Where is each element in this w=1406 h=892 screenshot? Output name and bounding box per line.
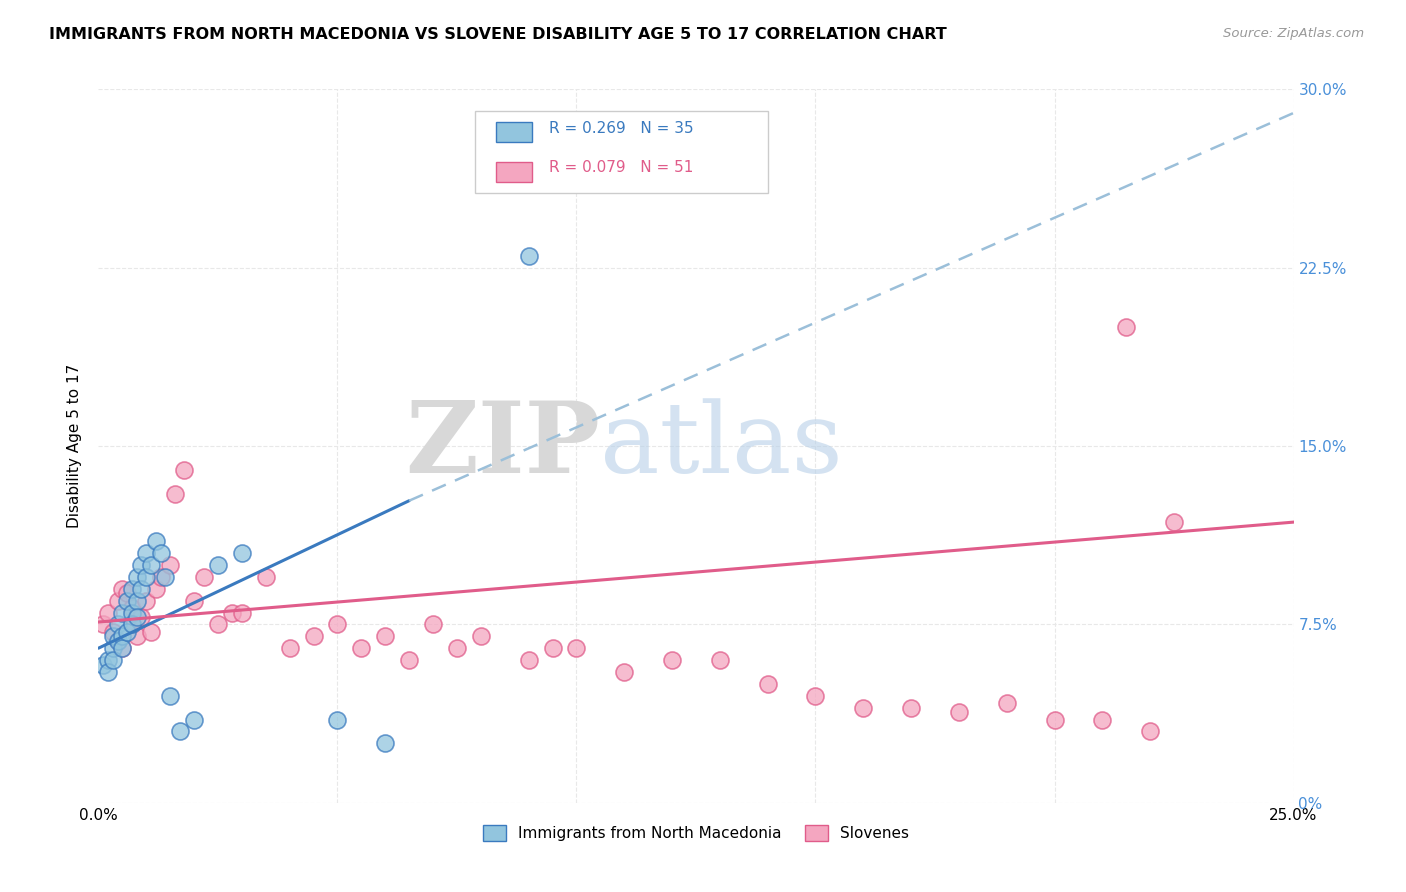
Text: ZIP: ZIP (405, 398, 600, 494)
Point (107, 634, 129, 648)
Point (107, 617, 129, 632)
Point (1043, 713, 1066, 727)
Point (302, 629, 325, 643)
Text: IMMIGRANTS FROM NORTH MACEDONIA VS SLOVENE DISABILITY AGE 5 TO 17 CORRELATION CH: IMMIGRANTS FROM NORTH MACEDONIA VS SLOVE… (49, 27, 948, 42)
Point (125, 570, 148, 584)
Point (97, 606, 120, 620)
Point (183, 593, 205, 607)
Point (101, 641, 124, 656)
Point (1115, 320, 1137, 334)
Y-axis label: Disability Age 5 to 17: Disability Age 5 to 17 (67, 364, 83, 528)
Point (661, 653, 683, 667)
Point (145, 582, 167, 596)
Point (149, 546, 172, 560)
FancyBboxPatch shape (475, 111, 768, 193)
Point (121, 617, 143, 632)
Point (613, 665, 636, 679)
Point (326, 713, 349, 727)
Point (326, 617, 349, 632)
Point (145, 534, 167, 549)
Legend: Immigrants from North Macedonia, Slovenes: Immigrants from North Macedonia, Slovene… (475, 817, 917, 848)
Point (125, 629, 148, 643)
Point (422, 617, 444, 632)
Point (804, 689, 827, 703)
Text: R = 0.079   N = 51: R = 0.079 N = 51 (548, 160, 693, 175)
Point (374, 629, 396, 643)
Point (852, 700, 875, 714)
Point (159, 558, 181, 572)
Point (139, 558, 162, 572)
FancyBboxPatch shape (496, 161, 533, 182)
Text: atlas: atlas (600, 398, 844, 494)
Point (131, 582, 153, 596)
Point (278, 641, 301, 656)
Point (565, 641, 588, 656)
Point (97, 653, 120, 667)
Point (115, 624, 138, 639)
Point (517, 653, 540, 667)
Point (111, 606, 134, 620)
Point (446, 641, 468, 656)
Point (169, 724, 191, 739)
Point (517, 249, 540, 263)
Point (1163, 515, 1185, 529)
Point (995, 696, 1018, 710)
Point (193, 570, 215, 584)
Point (163, 486, 186, 500)
Point (135, 570, 157, 584)
Point (91, 657, 114, 672)
Point (91, 617, 114, 632)
Point (231, 546, 253, 560)
Point (121, 606, 143, 620)
Point (1091, 713, 1114, 727)
Point (131, 610, 153, 624)
Point (470, 629, 492, 643)
Point (709, 653, 731, 667)
Point (111, 641, 134, 656)
Point (121, 600, 143, 615)
Point (183, 713, 205, 727)
Point (207, 617, 229, 632)
Point (101, 653, 124, 667)
Point (173, 463, 195, 477)
Point (350, 641, 373, 656)
Point (1139, 724, 1161, 739)
Point (139, 624, 162, 639)
Point (111, 582, 134, 596)
Point (115, 593, 138, 607)
Point (131, 558, 153, 572)
Point (254, 570, 277, 584)
Point (111, 629, 134, 643)
Point (159, 689, 181, 703)
Point (541, 641, 564, 656)
Point (121, 582, 143, 596)
Point (101, 629, 124, 643)
Point (101, 624, 124, 639)
Text: R = 0.269   N = 35: R = 0.269 N = 35 (548, 120, 693, 136)
Point (107, 593, 129, 607)
Point (121, 617, 143, 632)
Point (756, 677, 779, 691)
Point (398, 653, 420, 667)
Point (125, 610, 148, 624)
FancyBboxPatch shape (496, 122, 533, 143)
Point (155, 570, 177, 584)
Point (149, 570, 172, 584)
Point (900, 700, 922, 714)
Point (948, 706, 970, 720)
Point (111, 641, 134, 656)
Point (135, 546, 157, 560)
Point (107, 634, 129, 648)
Point (115, 586, 138, 600)
Text: Source: ZipAtlas.com: Source: ZipAtlas.com (1223, 27, 1364, 40)
Point (231, 606, 253, 620)
Point (135, 593, 157, 607)
Point (125, 593, 148, 607)
Point (97, 665, 120, 679)
Point (207, 558, 229, 572)
Point (374, 736, 396, 750)
Point (221, 606, 243, 620)
